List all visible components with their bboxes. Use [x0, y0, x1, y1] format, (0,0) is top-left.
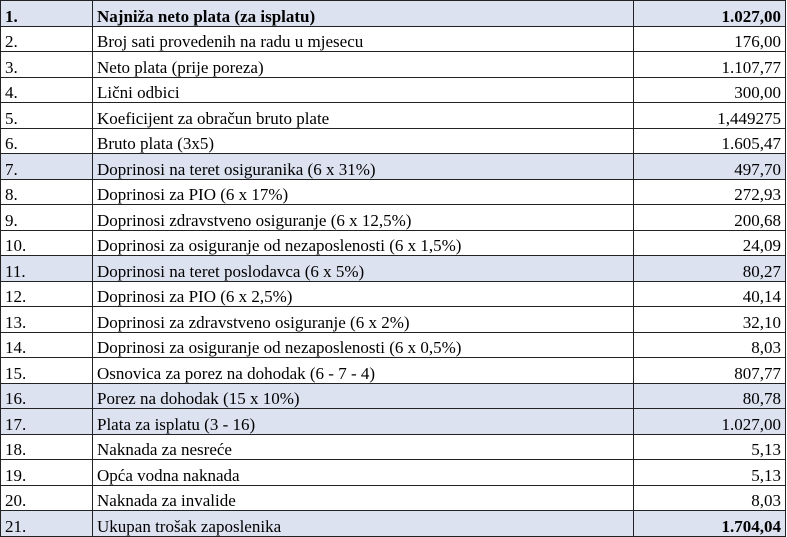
row-label: Plata za isplatu (3 - 16) — [92, 408, 634, 435]
row-label: Doprinosi za osiguranje od nezaposlenost… — [92, 229, 634, 256]
table-row: 7. Doprinosi na teret osiguranika (6 x 31… — [0, 153, 786, 180]
row-value: 8,03 — [633, 331, 786, 358]
row-label: Bruto plata (3x5) — [92, 127, 634, 154]
row-label: Naknada za nesreće — [92, 433, 634, 460]
row-value: 5,13 — [633, 459, 786, 486]
row-value: 272,93 — [633, 178, 786, 205]
table-row: 20. Naknada za invalide 8,03 — [0, 484, 786, 511]
row-number: 3. — [0, 51, 93, 78]
row-label: Porez na dohodak (15 x 10%) — [92, 382, 634, 409]
row-number: 21. — [0, 510, 93, 537]
row-label: Najniža neto plata (za isplatu) — [92, 0, 634, 27]
table-row: 11. Doprinosi na teret poslodavca (6 x 5%… — [0, 255, 786, 282]
table-row: 9. Doprinosi zdravstveno osiguranje (6 x … — [0, 204, 786, 231]
row-value: 300,00 — [633, 76, 786, 103]
row-value: 1.107,77 — [633, 51, 786, 78]
row-number: 19. — [0, 459, 93, 486]
row-value: 80,78 — [633, 382, 786, 409]
table-row: 21. Ukupan trošak zaposlenika 1.704,04 — [0, 510, 786, 537]
row-value: 1,449275 — [633, 102, 786, 129]
row-value: 1.605,47 — [633, 127, 786, 154]
table-row: 13. Doprinosi za zdravstveno osiguranje (… — [0, 306, 786, 333]
table-row: 17. Plata za isplatu (3 - 16) 1.027,00 — [0, 408, 786, 435]
row-number: 10. — [0, 229, 93, 256]
row-value: 32,10 — [633, 306, 786, 333]
row-number: 5. — [0, 102, 93, 129]
row-number: 6. — [0, 127, 93, 154]
row-number: 16. — [0, 382, 93, 409]
table-row: 12. Doprinosi za PIO (6 x 2,5%) 40,14 — [0, 280, 786, 307]
row-label: Doprinosi za PIO (6 x 17%) — [92, 178, 634, 205]
row-number: 17. — [0, 408, 93, 435]
table-row: 5. Koeficijent za obračun bruto plate 1,44… — [0, 102, 786, 129]
row-number: 7. — [0, 153, 93, 180]
table-row: 19. Opća vodna naknada 5,13 — [0, 459, 786, 486]
row-value: 497,70 — [633, 153, 786, 180]
row-value: 24,09 — [633, 229, 786, 256]
row-label: Doprinosi na teret osiguranika (6 x 31%) — [92, 153, 634, 180]
table-row: 8. Doprinosi za PIO (6 x 17%) 272,93 — [0, 178, 786, 205]
table-row: 4. Lični odbici 300,00 — [0, 76, 786, 103]
row-value: 1.027,00 — [633, 408, 786, 435]
row-number: 2. — [0, 25, 93, 52]
table-row: 2. Broj sati provedenih na radu u mjesecu… — [0, 25, 786, 52]
row-label: Broj sati provedenih na radu u mjesecu — [92, 25, 634, 52]
row-label: Opća vodna naknada — [92, 459, 634, 486]
row-number: 13. — [0, 306, 93, 333]
row-value: 1.027,00 — [633, 0, 786, 27]
row-label: Neto plata (prije poreza) — [92, 51, 634, 78]
row-label: Ukupan trošak zaposlenika — [92, 510, 634, 537]
row-value: 807,77 — [633, 357, 786, 384]
row-number: 15. — [0, 357, 93, 384]
row-label: Doprinosi za osiguranje od nezaposlenost… — [92, 331, 634, 358]
row-label: Koeficijent za obračun bruto plate — [92, 102, 634, 129]
row-number: 11. — [0, 255, 93, 282]
row-value: 8,03 — [633, 484, 786, 511]
row-number: 1. — [0, 0, 93, 27]
row-value: 1.704,04 — [633, 510, 786, 537]
table-row: 16. Porez na dohodak (15 x 10%) 80,78 — [0, 382, 786, 409]
row-number: 20. — [0, 484, 93, 511]
row-value: 40,14 — [633, 280, 786, 307]
row-value: 5,13 — [633, 433, 786, 460]
row-label: Lični odbici — [92, 76, 634, 103]
row-label: Doprinosi zdravstveno osiguranje (6 x 12… — [92, 204, 634, 231]
row-label: Naknada za invalide — [92, 484, 634, 511]
row-label: Doprinosi za PIO (6 x 2,5%) — [92, 280, 634, 307]
row-number: 9. — [0, 204, 93, 231]
table-row: 10. Doprinosi za osiguranje od nezaposlen… — [0, 229, 786, 256]
table-row: 1. Najniža neto plata (za isplatu) 1.027,0… — [0, 0, 786, 27]
row-value: 176,00 — [633, 25, 786, 52]
row-value: 80,27 — [633, 255, 786, 282]
row-value: 200,68 — [633, 204, 786, 231]
row-label: Doprinosi za zdravstveno osiguranje (6 x… — [92, 306, 634, 333]
row-number: 12. — [0, 280, 93, 307]
table-row: 14. Doprinosi za osiguranje od nezaposlen… — [0, 331, 786, 358]
table-row: 15. Osnovica za porez na dohodak (6 - 7 -… — [0, 357, 786, 384]
row-label: Osnovica za porez na dohodak (6 - 7 - 4) — [92, 357, 634, 384]
row-number: 14. — [0, 331, 93, 358]
row-number: 4. — [0, 76, 93, 103]
row-number: 8. — [0, 178, 93, 205]
table-row: 3. Neto plata (prije poreza) 1.107,77 — [0, 51, 786, 78]
row-number: 18. — [0, 433, 93, 460]
table-row: 6. Bruto plata (3x5) 1.605,47 — [0, 127, 786, 154]
table-row: 18. Naknada za nesreće 5,13 — [0, 433, 786, 460]
row-label: Doprinosi na teret poslodavca (6 x 5%) — [92, 255, 634, 282]
